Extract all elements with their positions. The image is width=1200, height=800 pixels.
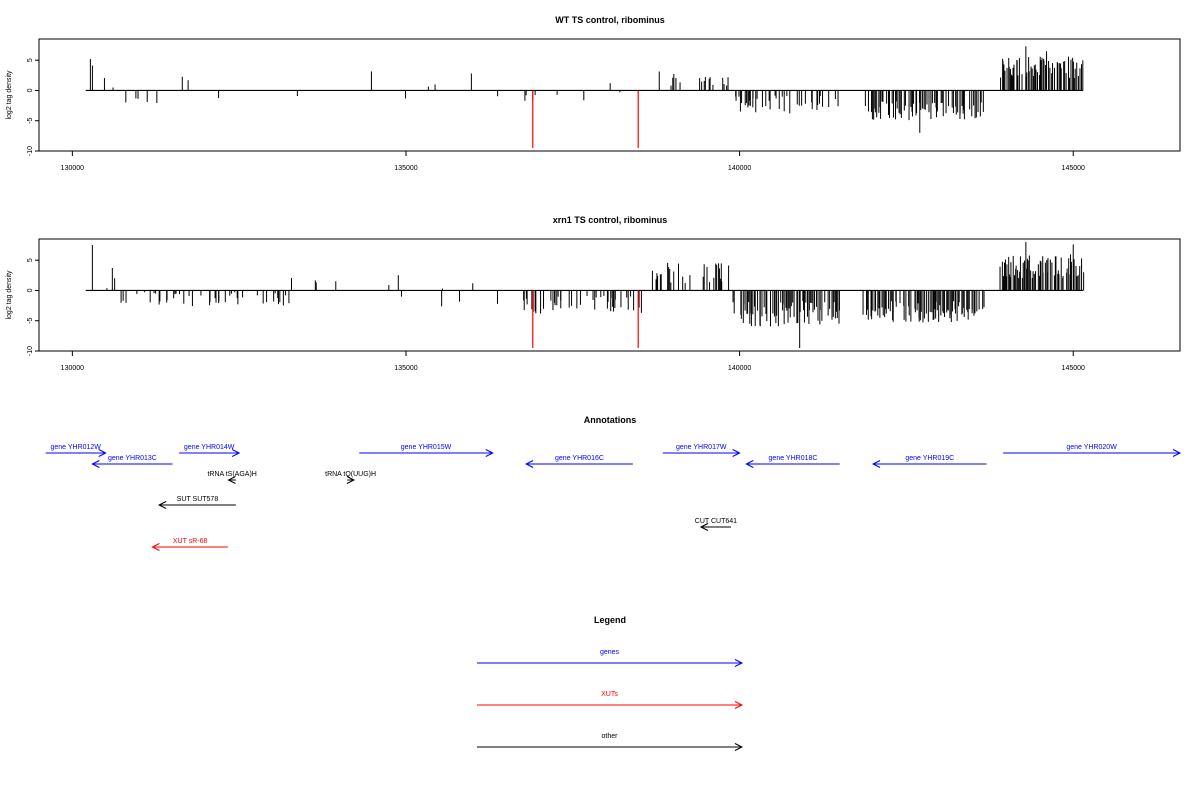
feature-label: XUT sR-68: [173, 538, 208, 545]
feature-arrowhead: [91, 460, 100, 468]
x-tick-label: 135000: [394, 365, 417, 372]
feature-list: gene YHR012W gene YHR013C gene YHR014W gene…: [45, 444, 1182, 551]
legend-items: genes XUTs other: [477, 649, 744, 751]
y-axis-label: log2 tag density: [6, 270, 13, 320]
legend-arrowhead: [734, 743, 744, 751]
x-axis: 130000 135000 140000 145000: [61, 151, 1085, 172]
feature-label: gene YHR018C: [769, 455, 818, 462]
feature-arrowhead: [157, 501, 167, 509]
feature-arrowhead: [151, 543, 160, 551]
feature-label: gene YHR012W: [50, 444, 101, 451]
feature-label: CUT CUT641: [695, 518, 737, 525]
y-tick-label: -5: [27, 118, 34, 124]
feature-arrowhead: [745, 460, 754, 468]
y-tick-label: -10: [27, 346, 34, 356]
track-title: WT TS control, ribominus: [555, 15, 665, 25]
plot-frame: [38, 238, 1181, 352]
plot-frame: [38, 38, 1181, 152]
y-axis-label: log2 tag density: [6, 70, 13, 120]
feature-arrowhead: [227, 476, 236, 484]
feature-label: SUT SUT578: [177, 496, 219, 503]
signal-bars: [85, 242, 1085, 348]
feature-gene: gene YHR017W: [662, 444, 741, 457]
feature-label: gene YHR013C: [108, 455, 157, 462]
signal-bars: [85, 46, 1084, 148]
legend-item: XUTs: [477, 691, 744, 709]
feature-arrowhead: [485, 449, 494, 457]
feature-arrowhead: [1172, 449, 1182, 457]
feature-gene: gene YHR014W: [179, 444, 241, 457]
x-axis: 130000 135000 140000 145000: [61, 351, 1085, 372]
feature-gene: gene YHR015W: [359, 444, 494, 457]
y-axis: -10 -5 0 5: [27, 58, 39, 156]
x-tick-label: 140000: [728, 165, 751, 172]
legend-title: Legend: [594, 615, 626, 625]
feature-label: gene YHR019C: [905, 455, 954, 462]
track-title: xrn1 TS control, ribominus: [553, 215, 668, 225]
annotations-title: Annotations: [584, 415, 637, 425]
y-axis: -10 -5 0 5: [27, 258, 39, 356]
feature-arrowhead: [871, 460, 881, 468]
x-tick-label: 135000: [394, 165, 417, 172]
feature-label: gene YHR017W: [676, 444, 727, 451]
legend-label: genes: [600, 649, 620, 656]
feature-arrowhead: [699, 523, 709, 531]
feature-arrowhead: [524, 460, 534, 468]
x-tick-label: 140000: [728, 365, 751, 372]
legend-arrowhead: [734, 701, 744, 709]
feature-other: tRNA tQ(UUG)H: [325, 471, 376, 484]
feature-other: SUT SUT578: [157, 496, 236, 509]
legend-item: other: [477, 733, 744, 751]
x-tick-label: 145000: [1062, 165, 1085, 172]
track-wt-ts-control: WT TS control, ribominus log2 tag densit…: [6, 15, 1181, 172]
feature-label: tRNA tQ(UUG)H: [325, 471, 376, 478]
feature-gene: gene YHR012W: [45, 444, 107, 457]
x-tick-label: 145000: [1062, 365, 1085, 372]
feature-gene: gene YHR019C: [871, 455, 987, 468]
y-tick-label: 5: [27, 58, 34, 62]
feature-gene: gene YHR020W: [1003, 444, 1182, 457]
legend-arrowhead: [734, 659, 744, 667]
x-tick-label: 130000: [61, 365, 84, 372]
feature-xut: XUT sR-68: [151, 538, 228, 551]
legend-item: genes: [477, 649, 744, 667]
feature-arrowhead: [732, 449, 741, 457]
feature-label: gene YHR016C: [555, 455, 604, 462]
feature-label: gene YHR015W: [401, 444, 452, 451]
feature-label: tRNA tS(AGA)H: [207, 471, 256, 478]
y-tick-label: 0: [27, 88, 34, 92]
legend-label: XUTs: [601, 691, 618, 698]
feature-other: CUT CUT641: [695, 518, 737, 531]
y-tick-label: -10: [27, 146, 34, 156]
legend: Legend genes XUTs other: [477, 615, 744, 751]
feature-gene: gene YHR016C: [524, 455, 633, 468]
feature-label: gene YHR014W: [184, 444, 235, 451]
legend-label: other: [602, 733, 619, 740]
y-tick-label: 0: [27, 288, 34, 292]
y-tick-label: -5: [27, 318, 34, 324]
x-tick-label: 130000: [61, 165, 84, 172]
y-tick-label: 5: [27, 258, 34, 262]
track-xrn1-ts-control: xrn1 TS control, ribominus log2 tag dens…: [6, 215, 1181, 372]
feature-arrowhead: [346, 476, 356, 484]
feature-arrowhead: [231, 449, 241, 457]
feature-gene: gene YHR013C: [91, 455, 173, 468]
feature-gene: gene YHR018C: [745, 455, 840, 468]
feature-other: tRNA tS(AGA)H: [207, 471, 257, 484]
feature-label: gene YHR020W: [1066, 444, 1117, 451]
feature-arrowhead: [98, 449, 107, 457]
